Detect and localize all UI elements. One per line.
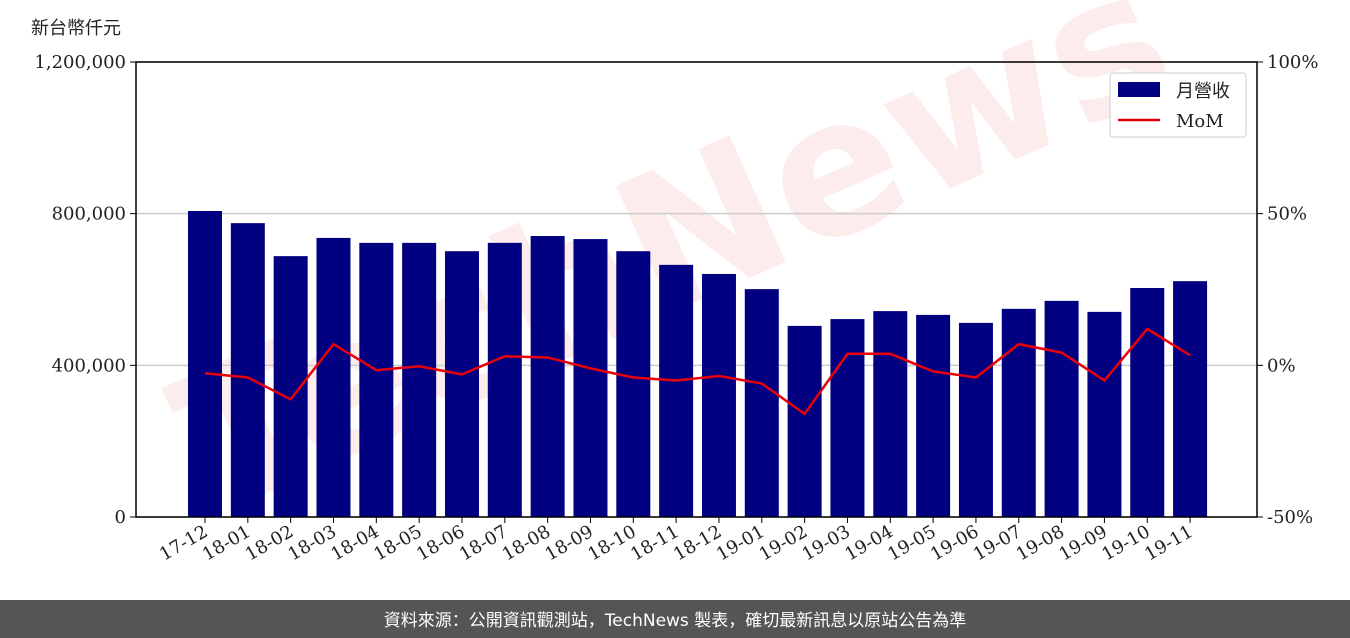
x-tick-label: 18-07 (456, 521, 511, 565)
bar (188, 211, 222, 517)
legend-label: MoM (1176, 111, 1224, 132)
x-tick-label: 18-10 (584, 521, 639, 565)
bar (873, 311, 908, 517)
plot-frame (135, 61, 1258, 518)
footer: 資料來源：公開資訊觀測站，TechNews 製表，確切最新訊息以原站公告為準 (384, 611, 966, 631)
bar (787, 325, 822, 517)
x-tick-label: 17-12 (156, 521, 211, 565)
x-tick-label: 18-09 (542, 521, 597, 565)
bar (1044, 300, 1079, 517)
y-tick-label: 800,000 (52, 204, 126, 225)
y2-tick-label: 0% (1267, 355, 1296, 376)
x-tick-label: 19-02 (756, 521, 811, 565)
y2-tick-label: 100% (1267, 52, 1318, 73)
x-tick-label: 18-04 (327, 521, 382, 565)
legend-label: 月營收 (1176, 81, 1230, 102)
y2-tick-label: 50% (1267, 204, 1307, 225)
bar (1173, 281, 1208, 517)
y-tick-label: 0 (115, 507, 126, 528)
bar (273, 256, 308, 517)
x-tick-label: 18-05 (370, 521, 425, 565)
x-tick-label: 19-10 (1098, 521, 1153, 565)
y-tick-label: 400,000 (52, 355, 126, 376)
x-tick-label: 19-11 (1141, 521, 1196, 565)
bar (616, 251, 651, 517)
bar (958, 322, 993, 517)
bar (1087, 311, 1122, 517)
bar (701, 273, 736, 517)
bar (744, 289, 779, 517)
bar (1130, 287, 1165, 517)
bar (316, 237, 351, 517)
x-tick-label: 19-08 (1013, 521, 1068, 565)
bar (444, 251, 479, 517)
bar (573, 239, 608, 517)
bar (916, 314, 951, 517)
x-tick-label: 19-05 (884, 521, 939, 565)
x-tick-label: 18-11 (627, 521, 682, 565)
y2-tick-label: -50% (1267, 507, 1313, 528)
bar (402, 242, 437, 518)
legend-swatch (1118, 82, 1160, 97)
bar (230, 223, 265, 518)
x-tick-label: 19-06 (927, 521, 982, 565)
bar (1001, 308, 1036, 517)
footer-bar (0, 600, 1350, 638)
x-tick-label: 19-04 (841, 521, 896, 565)
line (204, 327, 1191, 416)
x-tick-label: 19-01 (713, 521, 768, 565)
bar (659, 264, 694, 517)
y-axis-label: 新台幣仟元 (31, 18, 121, 39)
x-tick-label: 18-12 (670, 521, 725, 565)
bar (359, 242, 394, 518)
bar (487, 242, 522, 518)
x-tick-label: 19-09 (1055, 521, 1110, 565)
y-tick-label: 1,200,000 (34, 52, 126, 73)
x-tick-label: 18-08 (499, 521, 554, 565)
x-tick-label: 19-03 (799, 521, 854, 565)
bar (830, 319, 865, 517)
bar (530, 236, 565, 517)
x-tick-label: 18-06 (413, 521, 468, 565)
x-tick-label: 19-07 (970, 521, 1025, 565)
